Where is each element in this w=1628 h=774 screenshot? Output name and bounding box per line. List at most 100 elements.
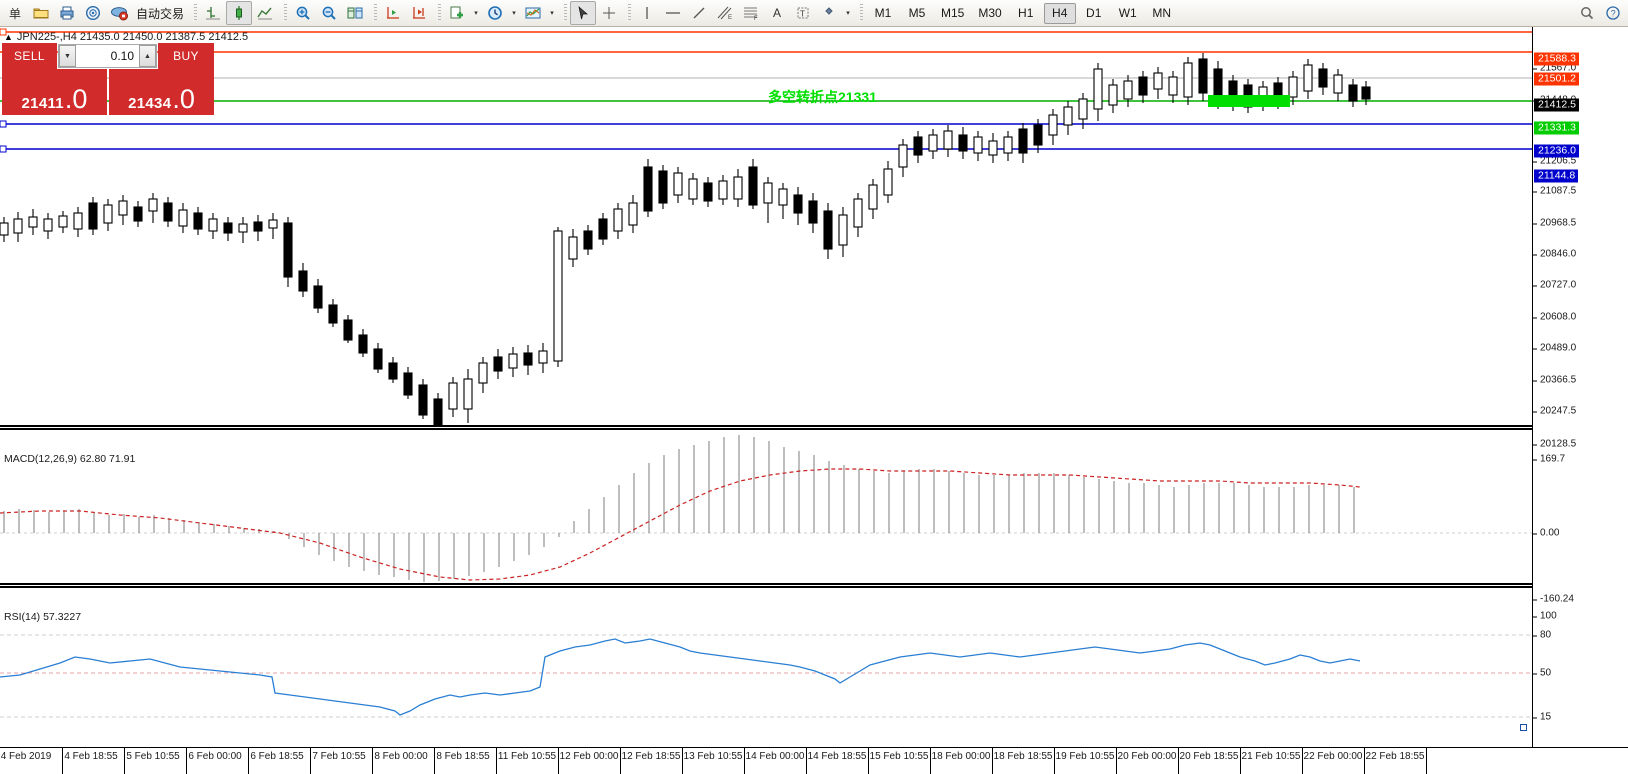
market-watch-icon[interactable] xyxy=(106,1,132,25)
open-data-folder-icon[interactable] xyxy=(28,1,54,25)
trade-panel-price-row: 21411 .0 21434 .0 xyxy=(2,69,214,115)
line-chart-icon[interactable] xyxy=(252,1,278,25)
signals-icon[interactable] xyxy=(80,1,106,25)
candlestick-chart-icon[interactable] xyxy=(226,1,253,25)
timeframe-m5[interactable]: M5 xyxy=(908,6,926,20)
zoom-in-icon[interactable] xyxy=(290,1,316,25)
help-icon[interactable]: ? xyxy=(1600,1,1626,25)
auto-scroll-icon[interactable] xyxy=(380,1,406,25)
timeframe-m30[interactable]: M30 xyxy=(978,6,1002,20)
price-pane[interactable]: 多空转折点21331 xyxy=(0,27,1628,433)
text-icon[interactable]: A xyxy=(773,6,782,20)
time-axis-divider xyxy=(372,748,373,774)
time-axis-divider xyxy=(1302,748,1303,774)
buy-button[interactable]: BUY xyxy=(158,43,214,69)
new-order-icon[interactable]: 单 xyxy=(2,1,28,25)
candlestick-series xyxy=(0,53,1371,433)
time-axis-divider xyxy=(186,748,187,774)
macd-pane[interactable]: MACD(12,26,9) 62.80 71.91 xyxy=(0,425,1628,585)
volume-input[interactable]: 0.10 xyxy=(76,45,139,67)
svg-text:F: F xyxy=(754,16,758,21)
trendline-icon[interactable] xyxy=(686,1,712,25)
volume-decrease-button[interactable]: ▼ xyxy=(59,45,76,67)
sell-button[interactable]: SELL xyxy=(2,43,57,69)
search-icon[interactable] xyxy=(1574,1,1600,25)
crosshair-icon[interactable] xyxy=(596,1,622,25)
chart-symbol-text: JPN225-,H4 21435.0 21450.0 21387.5 21412… xyxy=(16,31,249,43)
equidistant-channel-icon[interactable]: E xyxy=(712,1,738,25)
macd-label: MACD(12,26,9) 62.80 71.91 xyxy=(4,453,136,465)
rsi-pane-divider-2 xyxy=(0,586,1532,588)
fibonacci-icon[interactable]: F xyxy=(738,1,764,25)
time-label: 15 Feb 10:55 xyxy=(869,751,929,762)
objects-dropdown-caret[interactable]: ▾ xyxy=(846,10,850,17)
time-axis-divider xyxy=(310,748,311,774)
bar-chart-icon[interactable] xyxy=(200,1,226,25)
price-level-badge-21236[interactable]: 21236.0 xyxy=(1534,144,1579,158)
price-level-badge-21144[interactable]: 21144.8 xyxy=(1534,169,1579,183)
chart-shift-icon[interactable] xyxy=(406,1,432,25)
time-axis-divider xyxy=(1054,748,1055,774)
price-level-badge-21588[interactable]: 21588.3 xyxy=(1534,52,1579,66)
volume-increase-button[interactable]: ▲ xyxy=(139,45,156,67)
cursor-icon[interactable] xyxy=(570,1,597,25)
time-axis-divider xyxy=(434,748,435,774)
horizontal-line-icon[interactable] xyxy=(660,1,686,25)
chart-scroll-handle[interactable] xyxy=(1520,724,1527,731)
chart-symbol-header: ▲ JPN225-,H4 21435.0 21450.0 21387.5 214… xyxy=(4,31,248,43)
autotrading-label[interactable]: 自动交易 xyxy=(136,6,185,21)
objects-list-icon[interactable] xyxy=(816,1,842,25)
vertical-line-icon[interactable] xyxy=(634,1,660,25)
time-axis[interactable]: 4 Feb 2019 4 Feb 18:55 5 Feb 10:55 6 Feb… xyxy=(0,747,1628,774)
time-label: 4 Feb 2019 xyxy=(0,751,52,762)
macd-plot xyxy=(0,435,1532,582)
sell-price[interactable]: 21411 .0 xyxy=(2,69,107,115)
timeframe-w1[interactable]: W1 xyxy=(1118,6,1137,20)
zoom-out-icon[interactable] xyxy=(316,1,342,25)
rsi-label: RSI(14) 57.3227 xyxy=(4,611,82,623)
price-level-badge-21331[interactable]: 21331.3 xyxy=(1534,121,1579,135)
price-level-badge-21501[interactable]: 21501.2 xyxy=(1534,72,1579,86)
toolbar-separator xyxy=(190,3,198,23)
indicators-icon[interactable] xyxy=(520,1,546,25)
rsi-pane[interactable]: RSI(14) 57.3227 xyxy=(0,583,1628,747)
support-zone-rectangle[interactable] xyxy=(1208,95,1290,107)
new-order-glyph: 单 xyxy=(8,6,21,21)
turning-point-annotation[interactable]: 多空转折点21331 xyxy=(768,89,877,105)
rsi-pane-divider xyxy=(0,583,1532,585)
one-click-trading-panel[interactable]: SELL ▼ 0.10 ▲ BUY 21411 .0 21434 xyxy=(2,43,214,115)
timeframe-h4[interactable]: H4 xyxy=(1043,2,1076,24)
templates-dropdown-caret[interactable]: ▾ xyxy=(474,10,478,17)
time-axis-divider xyxy=(1240,748,1241,774)
period-separator-icon[interactable] xyxy=(482,1,508,25)
templates-icon[interactable] xyxy=(444,1,470,25)
current-price-badge[interactable]: 21412.5 xyxy=(1534,98,1579,112)
timeframe-mn[interactable]: MN xyxy=(1152,6,1172,20)
indicators-dropdown-caret[interactable]: ▾ xyxy=(550,10,554,17)
timeframe-d1[interactable]: D1 xyxy=(1086,6,1102,20)
time-label: 22 Feb 00:00 xyxy=(1303,751,1363,762)
data-window-icon[interactable] xyxy=(342,1,368,25)
buy-price[interactable]: 21434 .0 xyxy=(109,69,214,115)
time-label: 7 Feb 10:55 xyxy=(312,751,366,762)
time-axis-divider xyxy=(620,748,621,774)
time-axis-divider xyxy=(868,748,869,774)
timeframe-m1[interactable]: M1 xyxy=(874,6,892,20)
time-axis-divider xyxy=(496,748,497,774)
timeframe-m15[interactable]: M15 xyxy=(941,6,965,20)
time-label: 14 Feb 00:00 xyxy=(745,751,805,762)
period-dropdown-caret[interactable]: ▾ xyxy=(512,10,516,17)
timeframe-h1[interactable]: H1 xyxy=(1018,6,1034,20)
time-axis-divider xyxy=(744,748,745,774)
time-axis-divider xyxy=(248,748,249,774)
time-axis-divider xyxy=(1178,748,1179,774)
volume-stepper[interactable]: ▼ 0.10 ▲ xyxy=(58,44,157,68)
chart-area[interactable]: 多空转折点21331 xyxy=(0,27,1628,774)
price-tick: 21206.5 xyxy=(1533,156,1576,167)
text-label-icon[interactable]: T xyxy=(790,1,816,25)
time-label: 14 Feb 18:55 xyxy=(807,751,867,762)
time-axis-divider xyxy=(806,748,807,774)
print-chart-icon[interactable] xyxy=(54,1,80,25)
price-axis[interactable]: 21567.0 21448.0 21206.5 21087.5 20968.5 … xyxy=(1532,27,1628,747)
time-label: 18 Feb 00:00 xyxy=(931,751,991,762)
